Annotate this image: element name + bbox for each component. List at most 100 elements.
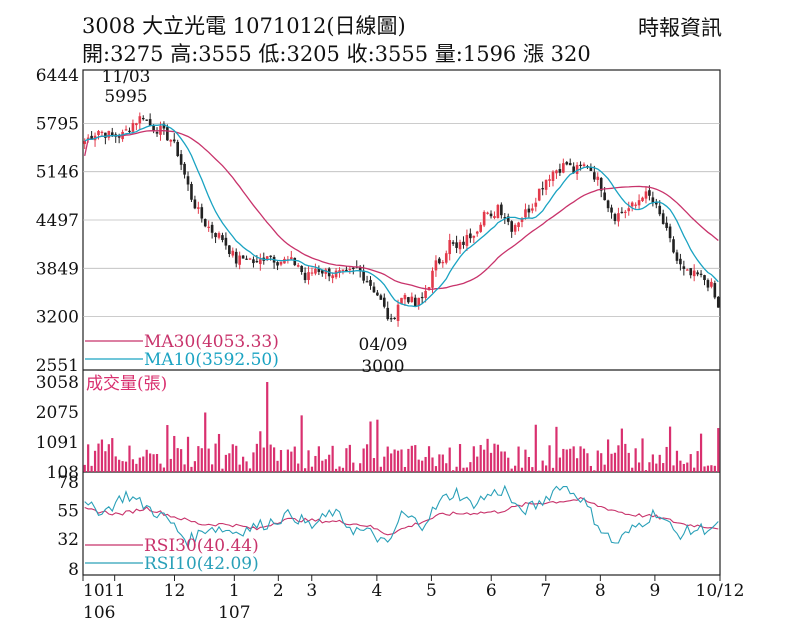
volume-bar — [410, 445, 413, 472]
candle-body — [489, 213, 493, 217]
x-tick-label: 7 — [540, 581, 551, 601]
price-candle — [310, 267, 314, 276]
candle-body — [365, 281, 369, 283]
price-candle — [472, 235, 476, 244]
volume-bar — [83, 464, 86, 472]
candle-body — [610, 207, 613, 213]
volume-bar — [276, 460, 279, 472]
price-candle — [293, 257, 297, 267]
price-candle — [162, 121, 166, 135]
candle-body — [124, 129, 128, 131]
candle-body — [420, 296, 424, 299]
volume-bar — [97, 443, 100, 472]
price-candle — [689, 268, 693, 279]
price-candle — [493, 211, 496, 220]
price-candle — [272, 254, 276, 269]
price-candle — [451, 240, 455, 246]
candle-body — [472, 235, 476, 238]
volume-bar — [503, 451, 506, 472]
candle-body — [658, 205, 662, 215]
candle-body — [107, 130, 111, 138]
ohlc-stats: 開:3275 高:3555 低:3205 收:3555 量:1596 漲 320 — [82, 42, 591, 66]
candle-body — [293, 257, 297, 266]
candle-body — [627, 208, 631, 212]
volume-bar — [710, 465, 713, 472]
candle-body — [193, 199, 197, 209]
price-candle — [245, 255, 248, 260]
volume-bar — [272, 447, 276, 472]
price-candle — [651, 191, 655, 207]
volume-bar — [204, 412, 207, 472]
volume-panel-title: 成交量(張) — [86, 374, 167, 394]
candle-body — [696, 272, 699, 275]
volume-bar — [706, 465, 710, 472]
volume-bar — [328, 454, 331, 472]
candle-body — [537, 188, 541, 201]
candle-body — [599, 177, 603, 191]
volume-bar — [355, 470, 358, 472]
price-candle — [396, 299, 400, 327]
candle-body — [565, 162, 569, 165]
price-candle — [307, 266, 310, 285]
volume-bar — [176, 448, 179, 472]
candle-body — [135, 123, 138, 126]
volume-bar — [138, 457, 141, 472]
volume-bar — [493, 443, 496, 472]
volume-bar — [193, 461, 197, 472]
volume-bar — [255, 443, 258, 472]
candle-body — [482, 211, 486, 226]
volume-bar — [348, 444, 351, 472]
volume-bar — [221, 468, 224, 472]
volume-bar — [396, 450, 400, 472]
price-candle — [434, 255, 438, 277]
volume-bar — [376, 419, 379, 472]
price-tick-label: 3200 — [36, 308, 79, 328]
volume-bar — [651, 454, 654, 472]
price-candle — [393, 317, 396, 320]
candle-body — [97, 131, 100, 135]
candle-body — [152, 125, 155, 131]
candle-body — [716, 296, 720, 308]
volume-bar — [414, 445, 417, 472]
candle-body — [424, 290, 427, 298]
candle-body — [555, 170, 558, 174]
candle-body — [469, 233, 472, 239]
volume-bar — [452, 470, 455, 472]
volume-bar — [131, 459, 135, 472]
price-candle — [179, 149, 183, 171]
price-candle — [186, 171, 190, 191]
candle-body — [179, 154, 183, 165]
candle-body — [648, 190, 651, 196]
volume-bar — [145, 449, 148, 472]
volume-bar — [166, 425, 169, 472]
price-candle — [599, 177, 603, 198]
candle-body — [710, 281, 713, 287]
candle-body — [276, 262, 279, 266]
candle-body — [369, 279, 372, 286]
candle-body — [217, 233, 221, 238]
volume-bar — [245, 461, 248, 472]
volume-bar — [155, 453, 159, 472]
volume-bar — [114, 456, 117, 472]
price-candle — [172, 133, 176, 144]
candle-body — [675, 252, 679, 261]
volume-bar — [668, 426, 672, 472]
candle-body — [593, 172, 596, 180]
x-tick-label: 10 — [83, 581, 105, 601]
candle-body — [203, 219, 207, 227]
price-candle — [169, 139, 173, 147]
volume-bar — [297, 463, 300, 472]
volume-bar — [679, 460, 682, 472]
price-candle — [699, 270, 703, 278]
volume-bar — [524, 449, 527, 472]
price-candle — [531, 203, 534, 214]
volume-bar — [610, 453, 613, 472]
price-candle — [444, 250, 448, 265]
volume-bar — [465, 467, 469, 472]
candle-body — [641, 197, 644, 202]
volume-bar — [675, 450, 679, 472]
volume-bar — [641, 438, 644, 472]
price-candle — [379, 293, 383, 300]
price-candle — [276, 261, 279, 271]
price-candle — [382, 293, 386, 309]
